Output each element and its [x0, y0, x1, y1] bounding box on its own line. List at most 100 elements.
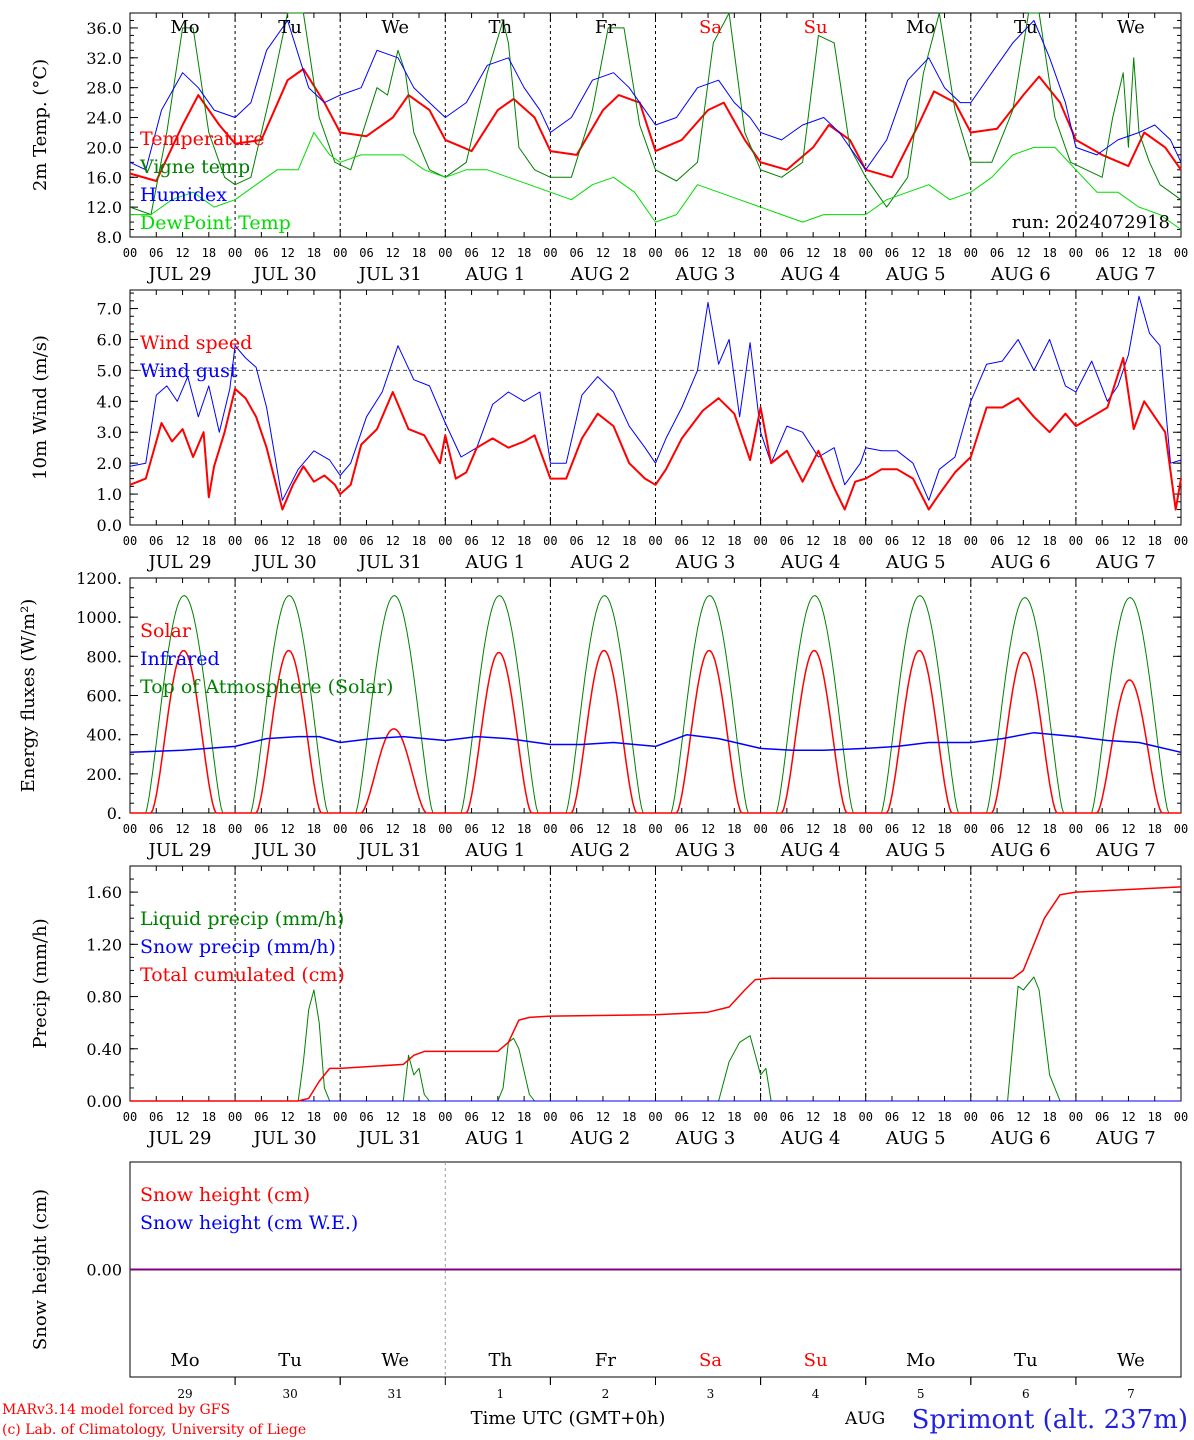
legend-entry: Snow precip (mm/h)	[140, 936, 336, 958]
hour-tick-label: 00	[123, 246, 137, 260]
hour-tick-label: 12	[911, 246, 925, 260]
weekday-label: We	[381, 17, 409, 38]
weekday-label: Tu	[1014, 1350, 1038, 1371]
date-label: AUG 5	[885, 552, 946, 573]
hour-tick-label: 18	[622, 1110, 636, 1124]
hour-tick-label: 06	[254, 246, 268, 260]
hour-tick-label: 18	[1147, 246, 1161, 260]
date-label: AUG 7	[1095, 552, 1156, 573]
hour-tick-label: 06	[1095, 822, 1109, 836]
hour-tick-label: 00	[648, 822, 662, 836]
hour-tick-label: 18	[1147, 1110, 1161, 1124]
hour-tick-label: 12	[491, 534, 505, 548]
hour-tick-label: 06	[675, 1110, 689, 1124]
hour-tick-label: 00	[438, 822, 452, 836]
infrared-line	[129, 731, 1182, 754]
hour-tick-label: 12	[911, 534, 925, 548]
day-number-label: 4	[812, 1387, 820, 1401]
y-axis-label: Snow height (cm)	[30, 1189, 51, 1350]
y-tick-label: 1000.	[76, 608, 122, 627]
hour-tick-label: 18	[727, 246, 741, 260]
date-label: JUL 31	[357, 264, 422, 285]
model-credit-line2: (c) Lab. of Climatology, University of L…	[2, 1422, 306, 1438]
day-number-label: 7	[1127, 1387, 1135, 1401]
hour-tick-label: 18	[622, 246, 636, 260]
hour-tick-label: 00	[543, 822, 557, 836]
hour-tick-label: 18	[202, 534, 216, 548]
date-label: JUL 30	[252, 552, 317, 573]
date-label: AUG 6	[990, 552, 1051, 573]
hour-tick-label: 12	[491, 822, 505, 836]
date-label: JUL 31	[357, 1128, 422, 1149]
hour-tick-label: 18	[1042, 822, 1056, 836]
date-label: JUL 31	[357, 552, 422, 573]
y-tick-label: 28.0	[86, 79, 122, 98]
hour-tick-label: 18	[832, 246, 846, 260]
weekday-label: Mo	[906, 1350, 935, 1371]
hour-tick-label: 00	[648, 246, 662, 260]
hour-tick-label: 06	[149, 246, 163, 260]
hour-tick-label: 18	[832, 1110, 846, 1124]
hour-tick-label: 06	[675, 534, 689, 548]
hour-tick-label: 18	[937, 534, 951, 548]
date-label: JUL 30	[252, 840, 317, 861]
hour-tick-label: 06	[990, 822, 1004, 836]
day-number-label: 31	[388, 1387, 403, 1401]
legend-entry: Wind speed	[140, 332, 252, 354]
y-tick-label: 1200.	[76, 569, 122, 588]
date-label: AUG 1	[464, 264, 525, 285]
weekday-label: Tu	[1014, 17, 1038, 38]
weekday-label: Tu	[278, 1350, 302, 1371]
hour-tick-label: 00	[123, 822, 137, 836]
y-tick-label: 800.	[86, 647, 122, 666]
hour-tick-label: 06	[990, 246, 1004, 260]
hour-tick-label: 06	[464, 1110, 478, 1124]
hour-tick-label: 18	[832, 534, 846, 548]
y-tick-label: 32.0	[86, 49, 122, 68]
site-title: Sprimont (alt. 237m)	[912, 1405, 1188, 1435]
y-tick-label: 7.0	[97, 300, 122, 319]
hour-tick-label: 18	[622, 822, 636, 836]
weekday-label: Mo	[906, 17, 935, 38]
hour-tick-label: 00	[438, 246, 452, 260]
weekday-label: Fr	[595, 17, 616, 38]
hour-tick-label: 12	[280, 534, 294, 548]
hour-tick-label: 00	[648, 1110, 662, 1124]
hour-tick-label: 00	[964, 1110, 978, 1124]
hour-tick-label: 18	[1042, 1110, 1056, 1124]
hour-tick-label: 06	[1095, 1110, 1109, 1124]
date-label: AUG 3	[675, 1128, 736, 1149]
hour-tick-label: 06	[464, 246, 478, 260]
y-tick-label: 6.0	[97, 330, 122, 349]
y-tick-label: 2.0	[97, 454, 122, 473]
y-tick-label: 0.0	[97, 516, 122, 535]
weekday-label: Th	[488, 1350, 512, 1371]
hour-tick-label: 12	[911, 1110, 925, 1124]
y-tick-label: 1.60	[86, 883, 122, 902]
legend-entry: Snow height (cm)	[140, 1184, 310, 1206]
hour-tick-label: 12	[1016, 246, 1030, 260]
hour-tick-label: 12	[386, 1110, 400, 1124]
hour-tick-label: 06	[254, 1110, 268, 1124]
y-axis-label: 2m Temp. (°C)	[30, 59, 51, 191]
hour-tick-label: 00	[648, 534, 662, 548]
wind-gust-line	[129, 295, 1182, 501]
y-axis-label: Energy fluxes (W/m²)	[18, 599, 39, 793]
weekday-label: We	[1117, 17, 1145, 38]
date-label: AUG 6	[990, 264, 1051, 285]
time-axis-label: Time UTC (GMT+0h)	[471, 1408, 666, 1429]
hour-tick-label: 00	[753, 246, 767, 260]
hour-tick-label: 06	[675, 246, 689, 260]
hour-tick-label: 06	[464, 534, 478, 548]
hour-tick-label: 00	[123, 1110, 137, 1124]
date-label: JUL 29	[147, 552, 212, 573]
run-label: run: 2024072918	[1012, 212, 1170, 233]
hour-tick-label: 18	[1042, 246, 1056, 260]
hour-tick-label: 18	[412, 822, 426, 836]
date-label: AUG 1	[464, 552, 525, 573]
hour-tick-label: 18	[307, 1110, 321, 1124]
weekday-label: We	[381, 1350, 409, 1371]
date-label: AUG 2	[570, 264, 631, 285]
hour-tick-label: 18	[727, 822, 741, 836]
